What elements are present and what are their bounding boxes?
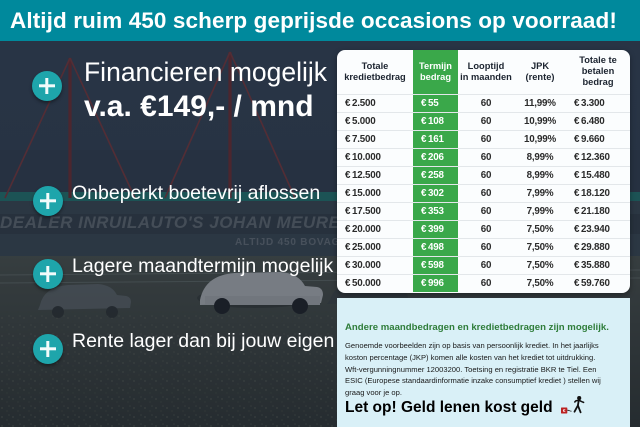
svg-text:€: € (563, 408, 566, 413)
